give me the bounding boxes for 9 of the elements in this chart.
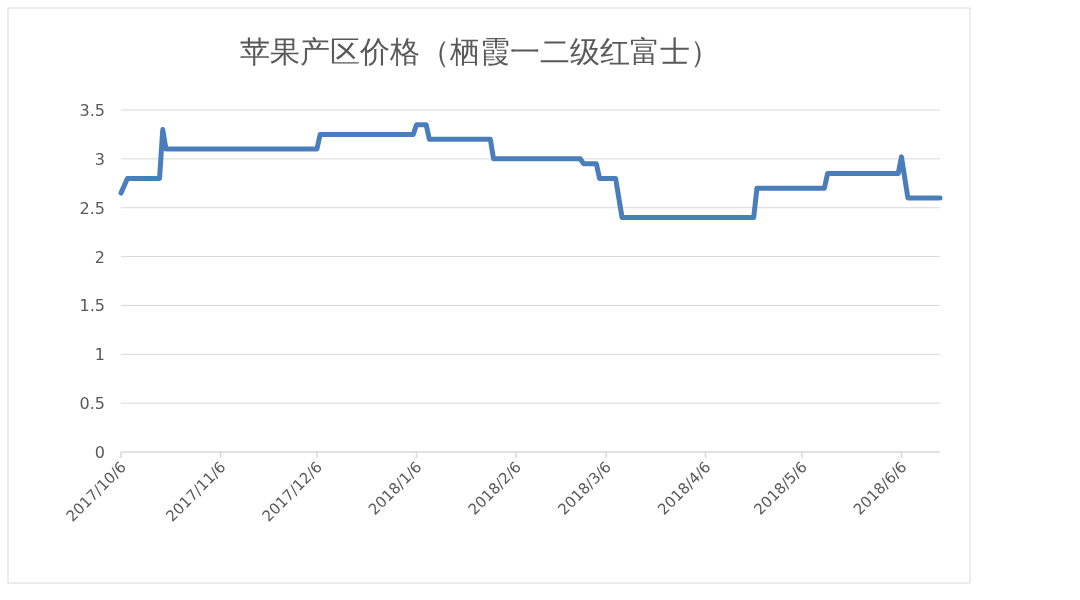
y-tick-label: 2: [94, 247, 105, 267]
y-tick-label: 1: [94, 345, 105, 365]
y-tick-label: 0: [94, 443, 105, 462]
y-tick-label: 0.5: [79, 394, 105, 414]
y-tick-label: 1.5: [79, 296, 105, 316]
y-tick-label: 2.5: [79, 198, 105, 218]
y-tick-label: 3.5: [79, 101, 105, 120]
chart-title: 苹果产区价格（栖霞一二级红富士）: [240, 34, 720, 69]
y-tick-label: 3: [94, 149, 105, 169]
